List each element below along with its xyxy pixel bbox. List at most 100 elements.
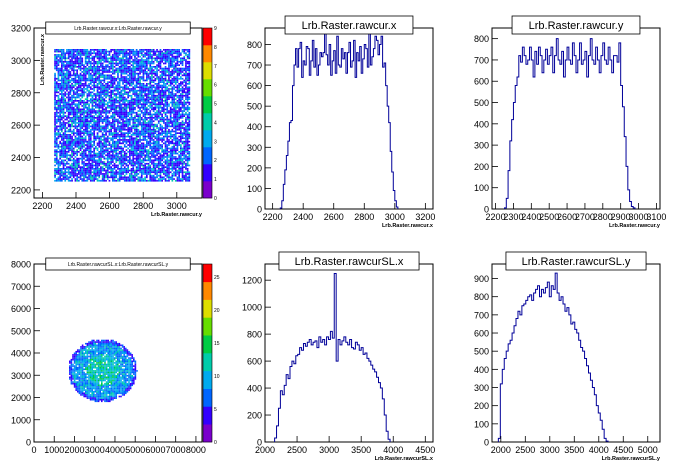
heatmap-cell bbox=[54, 127, 56, 129]
heatmap-cell bbox=[67, 111, 70, 114]
heatmap-cell bbox=[169, 72, 172, 75]
heatmap-cell bbox=[161, 113, 163, 116]
heatmap-cell bbox=[96, 66, 99, 68]
heatmap-cell bbox=[72, 134, 75, 136]
heatmap-cell bbox=[163, 103, 165, 106]
heatmap-cell bbox=[88, 67, 90, 70]
heatmap-cell bbox=[176, 71, 179, 73]
heatmap-cell bbox=[164, 162, 167, 165]
heatmap-cell bbox=[72, 149, 75, 151]
heatmap-cell bbox=[125, 171, 128, 174]
heatmap-cell bbox=[147, 149, 150, 151]
heatmap-cell bbox=[147, 154, 150, 157]
heatmap-cell bbox=[130, 118, 133, 121]
heatmap-cell bbox=[54, 154, 56, 157]
heatmap-cell bbox=[115, 166, 118, 168]
heatmap-cell bbox=[110, 125, 112, 128]
heatmap-cell bbox=[105, 162, 107, 165]
heatmap-cell bbox=[57, 64, 60, 66]
heatmap-cell bbox=[127, 105, 129, 107]
heatmap-cell bbox=[132, 79, 135, 82]
heatmap-cell bbox=[72, 176, 75, 179]
heatmap-cell bbox=[185, 176, 187, 179]
heatmap-cell bbox=[137, 106, 140, 109]
heatmap-cell bbox=[83, 152, 85, 155]
heatmap-cell bbox=[163, 108, 165, 111]
heatmap-cell bbox=[103, 140, 106, 143]
heatmap-cell bbox=[154, 171, 157, 174]
heatmap-cell bbox=[132, 140, 135, 143]
heatmap-cell bbox=[176, 101, 179, 104]
heatmap-cell bbox=[140, 171, 143, 174]
heatmap-cell bbox=[118, 140, 121, 143]
heatmap-cell bbox=[122, 168, 124, 170]
heatmap-cell bbox=[171, 164, 174, 167]
heatmap-cell bbox=[79, 117, 82, 119]
heatmap-cell bbox=[59, 113, 61, 116]
heatmap-cell bbox=[66, 166, 68, 168]
heatmap-cell bbox=[76, 103, 78, 106]
heatmap-cell bbox=[164, 100, 167, 102]
heatmap-cell bbox=[106, 178, 109, 180]
heatmap-cell bbox=[178, 176, 180, 179]
heatmap-cell bbox=[55, 168, 58, 170]
heatmap-cell bbox=[84, 105, 87, 107]
heatmap-cell bbox=[61, 125, 63, 128]
heatmap-cell bbox=[176, 50, 179, 53]
heatmap-cell bbox=[122, 98, 124, 100]
heatmap-cell bbox=[168, 173, 170, 175]
heatmap-cell bbox=[188, 69, 191, 72]
heatmap-cell bbox=[64, 149, 67, 151]
heatmap-cell bbox=[91, 77, 94, 80]
heatmap-cell bbox=[183, 103, 186, 106]
heatmap-cell bbox=[147, 111, 150, 114]
heatmap-cell bbox=[86, 62, 89, 65]
heatmap-cell bbox=[105, 151, 107, 153]
heatmap-cell bbox=[76, 176, 78, 179]
heatmap-cell bbox=[57, 132, 60, 134]
heatmap-cell bbox=[81, 161, 84, 163]
heatmap-cell bbox=[140, 98, 143, 100]
heatmap-cell bbox=[166, 108, 169, 111]
heatmap-cell bbox=[139, 86, 141, 89]
heatmap-cell bbox=[67, 76, 70, 78]
heatmap-cell bbox=[169, 137, 172, 140]
heatmap-cell bbox=[69, 71, 72, 73]
heatmap-cell bbox=[72, 77, 75, 80]
heatmap-cell bbox=[123, 174, 126, 177]
heatmap-cell bbox=[120, 117, 123, 119]
heatmap-cell bbox=[71, 94, 73, 97]
heatmap-cell bbox=[100, 62, 102, 65]
heatmap-cell bbox=[154, 169, 157, 172]
heatmap-cell bbox=[188, 60, 191, 63]
heatmap-cell bbox=[185, 122, 187, 124]
heatmap-cell bbox=[176, 110, 179, 112]
heatmap-cell bbox=[108, 106, 111, 109]
heatmap-cell bbox=[86, 52, 89, 55]
heatmap-cell bbox=[183, 161, 186, 163]
heatmap-cell bbox=[142, 84, 145, 87]
heatmap-cell bbox=[106, 77, 109, 80]
heatmap-cell bbox=[89, 83, 92, 85]
heatmap-cell bbox=[149, 127, 152, 129]
heatmap-cell bbox=[144, 54, 146, 56]
heatmap-cell bbox=[89, 79, 92, 82]
heatmap-cell bbox=[115, 100, 118, 102]
heatmap-cell bbox=[180, 166, 182, 168]
heatmap-cell bbox=[59, 115, 61, 117]
heatmap-cell bbox=[168, 151, 170, 153]
heatmap-cell bbox=[146, 49, 148, 51]
heatmap-cell bbox=[156, 105, 158, 107]
heatmap-cell bbox=[130, 127, 133, 129]
heatmap-cell bbox=[81, 105, 84, 107]
heatmap-cell bbox=[139, 147, 141, 150]
heatmap-cell bbox=[147, 144, 150, 146]
heatmap-cell bbox=[164, 132, 167, 134]
heatmap-cell bbox=[72, 86, 75, 89]
heatmap-cell bbox=[152, 76, 155, 78]
heatmap-cell bbox=[127, 86, 129, 89]
heatmap-cell bbox=[135, 49, 138, 51]
heatmap-cell bbox=[130, 137, 133, 140]
heatmap-cell bbox=[100, 83, 102, 85]
heatmap-cell bbox=[154, 98, 157, 100]
